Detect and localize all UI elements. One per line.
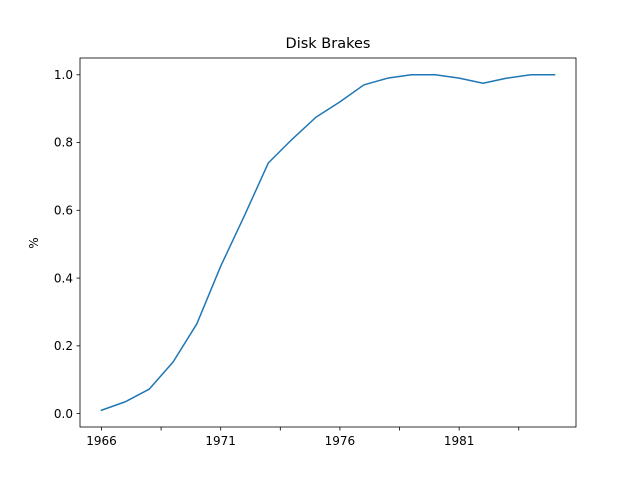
y-tick-label: 1.0 [54, 68, 73, 82]
x-tick-label: 1966 [86, 434, 117, 448]
x-tick-label: 1981 [444, 434, 475, 448]
axes-frame [79, 57, 577, 428]
y-tick-label: 0.0 [54, 407, 73, 421]
y-tick-label: 0.6 [54, 204, 73, 218]
x-tick-label: 1976 [325, 434, 356, 448]
y-axis-label: % [27, 237, 41, 248]
x-tick-label: 1971 [205, 434, 236, 448]
chart-title: Disk Brakes [286, 36, 371, 52]
plot-area: 1966 1971 1976 1981 0.0 0.2 0.4 0.6 0.8 1.0 [54, 57, 577, 448]
data-line-series-0 [100, 74, 556, 412]
y-tick-label: 0.4 [54, 271, 73, 285]
y-tick-label: 0.8 [54, 136, 73, 150]
y-tick-label: 0.2 [54, 339, 73, 353]
